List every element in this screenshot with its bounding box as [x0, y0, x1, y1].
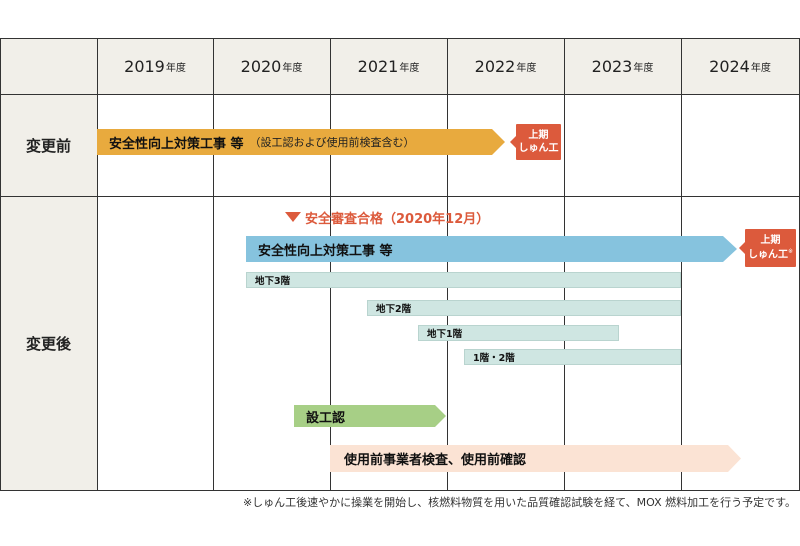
year-number: 2019: [124, 56, 165, 76]
year-number: 2024: [709, 56, 750, 76]
floor-bar-b3: 地下3階: [246, 272, 681, 288]
inspection-bar: 使用前事業者検査、使用前確認: [330, 445, 742, 472]
year-number: 2022: [474, 56, 516, 76]
design-approval-shape: [294, 405, 446, 427]
grid-col-4: [447, 38, 448, 491]
after-construction-bar: 安全性向上対策工事 等: [246, 236, 738, 262]
grid-bottom: [0, 490, 800, 491]
before-construction-bar: 安全性向上対策工事 等 （設工認および使用前検査含む）: [97, 129, 506, 155]
before-bar-title: 安全性向上対策工事 等: [109, 136, 244, 152]
year-number: 2020: [240, 56, 282, 76]
grid-col-3: [330, 38, 331, 491]
footnote: ※しゅん工後速やかに操業を開始し、核燃料物質を用いた品質確認試験を経て、MOX …: [242, 496, 796, 509]
floor-bar-b1: 地下1階: [418, 325, 619, 341]
before-bar-subtitle: （設工認および使用前検査含む）: [249, 136, 415, 149]
year-suffix: 年度: [633, 62, 654, 74]
after-bar-label: 安全性向上対策工事 等: [258, 236, 393, 262]
safety-review-milestone: 安全審査合格（2020年12月）: [285, 208, 490, 227]
design-approval-label-wrap: 設工認: [306, 405, 345, 427]
header-row-background: [0, 38, 800, 94]
row-label-after: 変更後: [25, 334, 71, 353]
row-label-background: [0, 94, 97, 491]
after-bar-title: 安全性向上対策工事 等: [258, 243, 393, 259]
grid-top: [0, 38, 800, 39]
milestone-label: 安全審査合格（2020年12月）: [305, 211, 490, 227]
after-bar-shape: [246, 236, 737, 262]
grid-header-bottom: [0, 94, 800, 95]
year-suffix: 年度: [165, 62, 186, 74]
grid-col-5: [564, 38, 565, 491]
grid-col-2: [213, 38, 214, 491]
year-suffix: 年度: [282, 62, 303, 74]
inspection-shape: [330, 445, 741, 472]
year-header-2024: 2024 年度: [681, 38, 799, 94]
year-suffix: 年度: [750, 62, 771, 74]
badge-line2-text: しゅん工: [747, 249, 788, 261]
year-suffix: 年度: [516, 62, 537, 74]
badge-line1: 上期: [528, 129, 549, 141]
year-number: 2021: [357, 56, 399, 76]
before-bar-label: 安全性向上対策工事 等 （設工認および使用前検査含む）: [109, 129, 415, 155]
grid-row-divider: [0, 196, 800, 197]
inspection-label-wrap: 使用前事業者検査、使用前確認: [344, 445, 526, 472]
before-bar-shape: [97, 129, 505, 155]
year-suffix: 年度: [399, 62, 420, 74]
badge-line2: しゅん工※: [748, 248, 793, 262]
grid-col-6: [681, 38, 682, 491]
badge-line1: 上期: [760, 235, 781, 247]
year-header-2021: 2021 年度: [330, 38, 447, 94]
design-approval-label: 設工認: [306, 410, 346, 426]
year-header-2019: 2019 年度: [97, 38, 213, 94]
grid-col-0: [0, 38, 1, 491]
badge-line2: しゅん工: [518, 143, 559, 154]
floor-bar-b2: 地下2階: [367, 300, 681, 316]
badge-note-mark: ※: [787, 247, 794, 255]
after-completion-badge: 上期 しゅん工※: [739, 229, 796, 267]
year-header-2020: 2020 年度: [213, 38, 330, 94]
grid-col-1: [97, 38, 98, 491]
row-label-before: 変更前: [25, 136, 71, 155]
year-number: 2023: [591, 56, 633, 76]
floor-bar-1f-2f: 1階・2階: [464, 349, 681, 365]
inspection-label: 使用前事業者検査、使用前確認: [344, 453, 527, 468]
year-header-2023: 2023 年度: [564, 38, 681, 94]
down-triangle-icon: [285, 212, 301, 222]
design-approval-bar: 設工認: [294, 405, 447, 427]
year-header-2022: 2022 年度: [447, 38, 564, 94]
before-completion-badge: 上期 しゅん工: [510, 124, 561, 160]
